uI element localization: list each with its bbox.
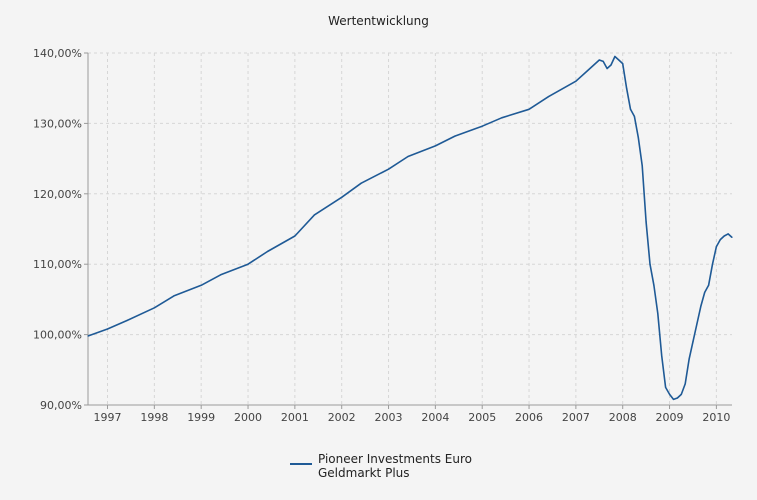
x-tick-label: 2008 <box>609 411 637 424</box>
data-point <box>153 307 155 309</box>
data-point <box>637 136 639 139</box>
x-tick-label: 2009 <box>656 411 684 424</box>
data-point <box>481 125 483 127</box>
data-point <box>360 182 362 184</box>
data-point <box>684 383 686 385</box>
data-point <box>669 393 671 395</box>
data-point <box>606 67 608 70</box>
data-point <box>247 263 249 265</box>
data-point <box>692 341 694 343</box>
data-point <box>715 246 718 248</box>
data-point <box>106 328 109 330</box>
data-point <box>711 263 714 265</box>
legend-label: Pioneer Investments Euro Geldmarkt Plus <box>318 452 473 480</box>
data-point <box>294 235 296 237</box>
data-point <box>641 165 643 167</box>
series-line <box>87 55 733 401</box>
data-point <box>266 250 269 253</box>
x-tick-label: 2010 <box>702 411 730 424</box>
y-tick-label: 140,00% <box>33 47 82 60</box>
y-tick-label: 130,00% <box>33 117 82 130</box>
data-point <box>454 135 456 137</box>
data-point <box>665 386 667 388</box>
x-ticks: 1997 1998 1999 2000 2001 2002 2003 2004 2005 2006… <box>94 405 730 424</box>
data-point <box>696 323 698 325</box>
x-tick-label: 1997 <box>94 411 122 424</box>
y-tick-label: 90,00% <box>40 399 82 412</box>
data-point <box>626 87 628 89</box>
plot-area <box>88 53 732 405</box>
data-point <box>575 80 577 82</box>
data-point <box>618 59 620 61</box>
data-point <box>587 70 589 72</box>
legend: Pioneer Investments Euro Geldmarkt Plus <box>290 452 488 480</box>
data-point <box>661 355 663 357</box>
data-point <box>200 284 202 286</box>
data-point <box>645 221 647 223</box>
data-point <box>528 108 530 110</box>
data-point <box>653 284 655 286</box>
data-point <box>173 295 175 297</box>
data-point <box>708 284 710 286</box>
data-point <box>622 63 624 65</box>
x-tick-label: 1999 <box>187 411 215 424</box>
x-tick-label: 2000 <box>234 411 262 424</box>
legend-swatch <box>290 463 312 465</box>
series-layer <box>87 55 733 401</box>
data-point <box>598 59 600 61</box>
data-point <box>649 263 651 265</box>
y-tick-label: 110,00% <box>33 258 82 271</box>
data-point <box>657 312 659 315</box>
data-point <box>633 115 636 117</box>
data-point <box>727 233 729 235</box>
x-tick-label: 2005 <box>468 411 496 424</box>
y-ticks: 90,00% 100,00% 110,00% 120,00% 130,00% 140,00… <box>33 47 88 412</box>
data-point <box>704 291 706 293</box>
data-point <box>614 55 616 58</box>
data-point <box>434 145 436 147</box>
data-point <box>610 64 612 66</box>
x-tick-label: 2007 <box>562 411 590 424</box>
data-point <box>548 96 550 98</box>
y-tick-label: 100,00% <box>33 329 82 342</box>
x-tick-label: 1998 <box>140 411 168 424</box>
data-point <box>723 235 725 237</box>
y-tick-label: 120,00% <box>33 188 82 201</box>
data-point <box>676 397 679 399</box>
x-tick-label: 2006 <box>515 411 543 424</box>
grid <box>88 52 732 405</box>
x-tick-label: 2004 <box>421 411 449 424</box>
x-tick-label: 2003 <box>375 411 403 424</box>
x-tick-label: 2001 <box>281 411 309 424</box>
chart-title: Wertentwicklung <box>328 14 429 28</box>
data-point <box>126 319 128 322</box>
data-point <box>629 108 632 110</box>
data-point <box>602 60 604 63</box>
data-point <box>341 196 343 198</box>
data-point <box>220 274 222 276</box>
data-point <box>87 335 89 337</box>
data-point <box>719 239 721 241</box>
data-point <box>313 214 315 216</box>
data-point <box>387 168 390 170</box>
data-point <box>700 305 702 307</box>
data-point <box>688 358 690 360</box>
data-point <box>731 236 733 238</box>
data-point <box>680 393 682 395</box>
x-tick-label: 2002 <box>328 411 356 424</box>
data-point <box>501 117 503 119</box>
data-point <box>407 155 409 158</box>
data-point <box>672 398 675 400</box>
